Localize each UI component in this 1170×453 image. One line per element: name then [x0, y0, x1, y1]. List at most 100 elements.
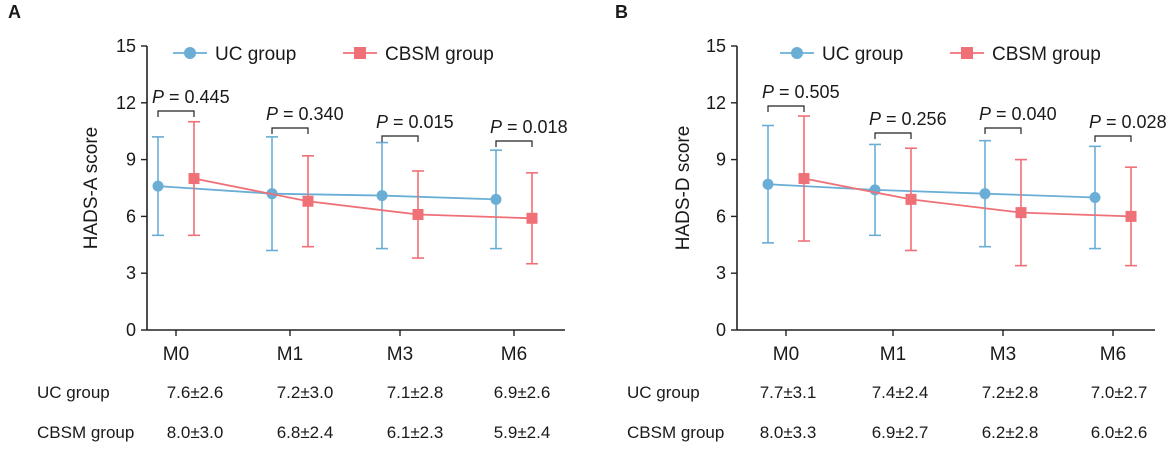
data-point: [762, 178, 774, 190]
legend-label: CBSM group: [385, 44, 494, 65]
p-value-annotation: P = 0.015: [376, 112, 454, 142]
x-tick-label: M1: [880, 344, 906, 365]
chart-panel-a: A 0 3 6 9 12 15 HADS-A score M0 M1 M3 M6 UC group CBS…: [8, 2, 568, 442]
series-cbsm-group: [798, 115, 1137, 267]
x-tick-label: M3: [387, 344, 413, 365]
legend-marker: [961, 47, 973, 59]
p-value-label: P = 0.505: [762, 82, 840, 102]
y-axis-title: HADS-A score: [81, 127, 102, 249]
y-tick-label: 0: [126, 320, 136, 340]
table-cell: 7.0±2.7: [1091, 383, 1148, 402]
series-line: [767, 183, 1096, 199]
p-value-annotation: P = 0.340: [266, 104, 344, 134]
x-tick-label: M6: [501, 344, 527, 365]
x-tick-label: M0: [163, 344, 189, 365]
table-row-label: CBSM group: [37, 423, 134, 442]
table-cell: 7.6±2.6: [167, 383, 224, 402]
data-point: [979, 188, 991, 200]
p-value-label: P = 0.445: [152, 87, 230, 107]
table-cell: 8.0±3.0: [167, 423, 224, 442]
legend-marker: [354, 47, 366, 59]
table-cell: 6.9±2.6: [494, 383, 551, 402]
p-bracket: [495, 140, 533, 147]
legend-label: CBSM group: [992, 44, 1101, 65]
table-cell: 7.4±2.4: [872, 383, 929, 402]
summary-table: UC group 7.6±2.6 7.2±3.0 7.1±2.8 6.9±2.6 CBSM…: [37, 383, 550, 442]
y-tick-label: 15: [706, 36, 726, 56]
legend-marker: [791, 47, 803, 59]
table-row-label: UC group: [627, 383, 700, 402]
summary-table: UC group 7.7±3.1 7.4±2.4 7.2±2.8 7.0±2.7 CBSM…: [627, 383, 1147, 442]
y-axis-title: HADS-D score: [673, 126, 694, 251]
p-bracket: [271, 127, 309, 134]
table-cell: 6.1±2.3: [387, 423, 444, 442]
legend: UC group CBSM group: [173, 44, 494, 65]
p-bracket: [1094, 135, 1132, 142]
p-value-label: P = 0.018: [490, 117, 568, 137]
data-point: [798, 173, 810, 185]
p-value-annotation: P = 0.256: [869, 109, 947, 139]
data-point: [905, 193, 917, 205]
series-uc-group: [762, 124, 1101, 250]
table-cell: 6.2±2.8: [982, 423, 1039, 442]
table-cell: 7.2±3.0: [277, 383, 334, 402]
x-tick-label: M3: [990, 344, 1016, 365]
p-value-label: P = 0.340: [266, 104, 344, 124]
x-tick-label: M6: [1100, 344, 1126, 365]
table-cell: 7.7±3.1: [760, 383, 817, 402]
p-value-annotation: P = 0.018: [490, 117, 568, 147]
y-tick-label: 9: [126, 150, 136, 170]
p-value-annotation: P = 0.505: [762, 82, 840, 112]
p-value-annotation: P = 0.040: [979, 104, 1057, 134]
table-cell: 7.1±2.8: [387, 383, 444, 402]
y-tick-label: 0: [716, 320, 726, 340]
table-cell: 6.8±2.4: [277, 423, 334, 442]
p-value-label: P = 0.028: [1089, 112, 1167, 132]
data-point: [152, 180, 164, 192]
table-row-label: CBSM group: [627, 423, 724, 442]
panel-label: B: [615, 2, 628, 22]
y-tick-label: 12: [706, 93, 726, 113]
table-cell: 8.0±3.3: [760, 423, 817, 442]
legend-label: UC group: [215, 44, 296, 65]
data-point: [188, 173, 200, 185]
series-cbsm-group: [188, 120, 538, 265]
p-bracket: [767, 105, 805, 112]
chart-panel-b: B 0 3 6 9 12 15 HADS-D score M0 M1 M3 M6 UC group CBS…: [615, 2, 1167, 442]
y-tick-label: 12: [116, 93, 136, 113]
table-cell: 6.0±2.6: [1091, 423, 1148, 442]
p-bracket: [874, 132, 912, 139]
legend: UC group CBSM group: [780, 44, 1101, 65]
p-bracket: [381, 135, 419, 142]
data-point: [1125, 210, 1137, 222]
data-point: [1089, 191, 1101, 203]
data-point: [526, 212, 538, 224]
data-point: [412, 209, 424, 221]
table-cell: 5.9±2.4: [494, 423, 551, 442]
series-line: [157, 185, 497, 201]
data-point: [302, 195, 314, 207]
series-line: [193, 177, 533, 220]
y-tick-label: 9: [716, 150, 726, 170]
p-value-label: P = 0.040: [979, 104, 1057, 124]
data-point: [490, 193, 502, 205]
table-row-label: UC group: [37, 383, 110, 402]
p-value-annotation: P = 0.028: [1089, 112, 1167, 142]
p-bracket: [984, 127, 1022, 134]
y-tick-label: 6: [716, 206, 726, 226]
table-cell: 6.9±2.7: [872, 423, 929, 442]
legend-label: UC group: [822, 44, 903, 65]
series-line: [803, 177, 1132, 218]
p-bracket: [157, 110, 195, 117]
y-tick-label: 3: [716, 263, 726, 283]
x-tick-label: M0: [773, 344, 799, 365]
series-uc-group: [152, 136, 502, 252]
p-value-label: P = 0.256: [869, 109, 947, 129]
y-tick-label: 15: [116, 36, 136, 56]
table-cell: 7.2±2.8: [982, 383, 1039, 402]
y-tick-label: 6: [126, 206, 136, 226]
panel-label: A: [8, 2, 21, 22]
data-point: [376, 190, 388, 202]
legend-marker: [184, 47, 196, 59]
